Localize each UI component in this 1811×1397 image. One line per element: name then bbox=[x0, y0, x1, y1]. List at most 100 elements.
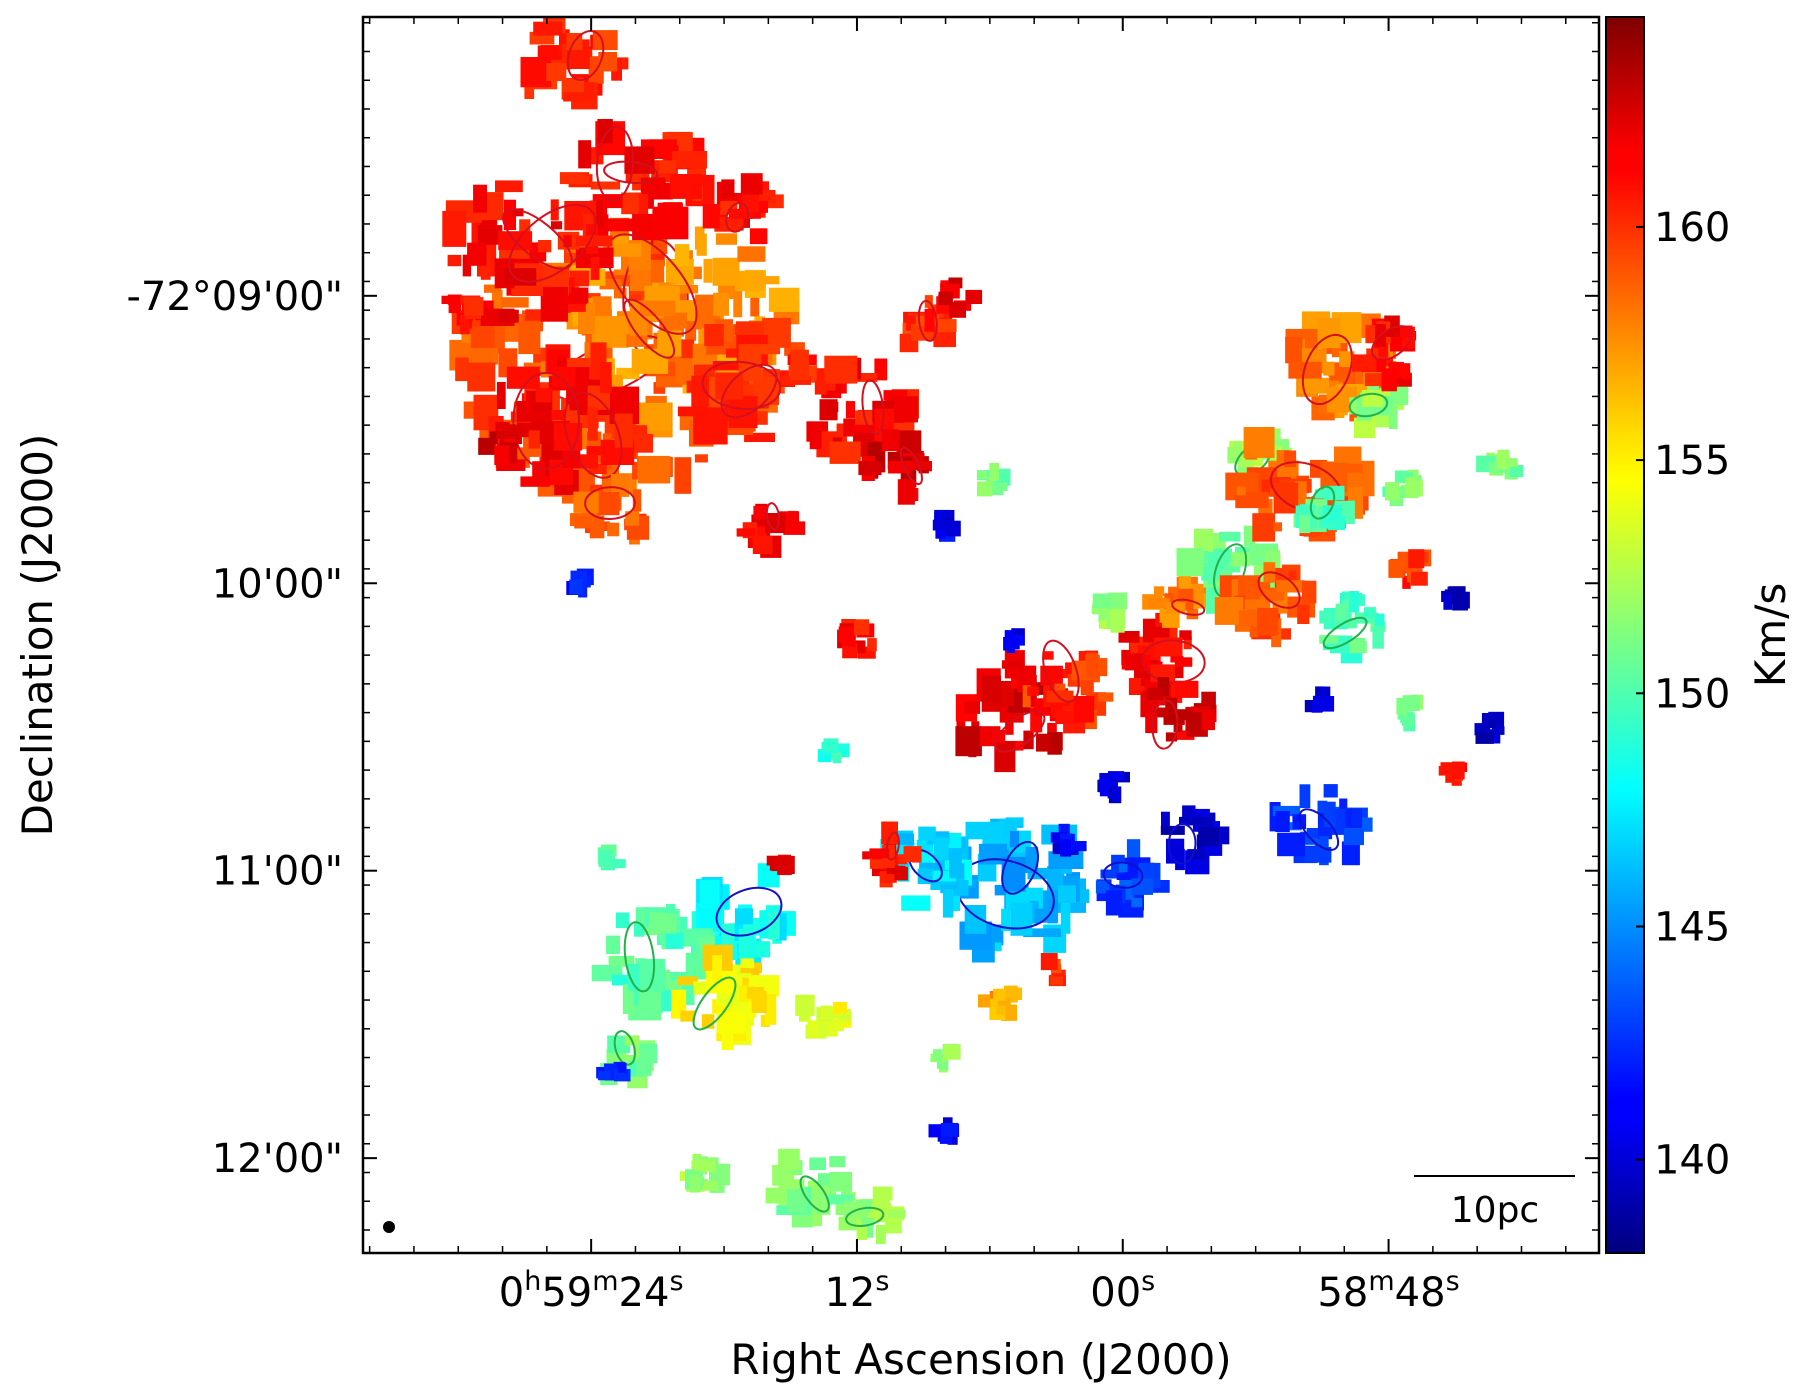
emission-pixel-block bbox=[1147, 597, 1170, 608]
emission-pixel-block bbox=[880, 871, 897, 883]
emission-clump bbox=[671, 944, 780, 1050]
emission-pixel-block bbox=[1157, 677, 1170, 697]
emission-clump bbox=[1441, 586, 1470, 611]
colorbar-tick-label: 155 bbox=[1654, 438, 1730, 484]
emission-pixel-block bbox=[1299, 515, 1311, 534]
emission-clump bbox=[596, 1061, 631, 1082]
emission-pixel-block bbox=[977, 470, 988, 480]
emission-pixel-block bbox=[533, 21, 563, 36]
emission-pixel-block bbox=[1175, 848, 1185, 871]
emission-pixel-block bbox=[1509, 465, 1524, 478]
emission-pixel-block bbox=[1362, 390, 1384, 407]
clump-ellipse bbox=[1322, 616, 1368, 650]
emission-pixel-block bbox=[1108, 771, 1125, 781]
emission-clump bbox=[766, 854, 795, 876]
emission-pixel-block bbox=[578, 140, 592, 169]
emission-pixel-block bbox=[1314, 489, 1326, 499]
emission-pixel-block bbox=[649, 912, 676, 934]
scale-bar: 10pc bbox=[1414, 1175, 1575, 1231]
emission-pixel-block bbox=[939, 1058, 949, 1071]
emission-pixel-block bbox=[506, 366, 540, 389]
emission-pixel-block bbox=[819, 399, 838, 421]
emission-pixel-block bbox=[571, 287, 589, 303]
plot-frame bbox=[361, 15, 1601, 1255]
emission-pixel-block bbox=[1099, 620, 1108, 629]
emission-pixel-block bbox=[516, 411, 552, 422]
emission-pixel-block bbox=[1145, 712, 1158, 734]
emission-pixel-block bbox=[1372, 626, 1384, 649]
emission-pixel-block bbox=[685, 306, 697, 341]
emission-pixel-block bbox=[1131, 897, 1143, 908]
clump-ellipse bbox=[917, 299, 938, 342]
x-tick-label: 00s bbox=[1090, 1266, 1155, 1316]
emission-pixel-block bbox=[753, 505, 768, 520]
emission-pixel-block bbox=[1176, 548, 1204, 577]
emission-pixel-block bbox=[842, 636, 856, 647]
emission-pixel-block bbox=[441, 295, 461, 304]
emission-pixel-block bbox=[520, 57, 552, 88]
emission-pixel-block bbox=[496, 382, 506, 409]
emission-pixel-block bbox=[1179, 630, 1192, 640]
x-axis-title: Right Ascension (J2000) bbox=[730, 1335, 1231, 1384]
emission-pixel-block bbox=[965, 289, 983, 304]
emission-clump bbox=[1214, 562, 1317, 648]
emission-pixel-block bbox=[836, 423, 847, 446]
emission-pixel-block bbox=[1214, 597, 1244, 625]
emission-pixel-block bbox=[996, 1005, 1005, 1016]
emission-clump bbox=[691, 863, 796, 966]
emission-pixel-block bbox=[1338, 373, 1353, 383]
emission-pixel-block bbox=[948, 277, 963, 289]
emission-pixel-block bbox=[1244, 581, 1255, 599]
emission-pixel-block bbox=[1273, 628, 1291, 640]
clump-ellipse bbox=[1042, 639, 1080, 703]
clump-ellipse bbox=[606, 233, 698, 335]
emission-pixel-block bbox=[869, 848, 890, 859]
emission-pixel-block bbox=[1349, 409, 1358, 422]
clump-ellipse bbox=[1309, 485, 1336, 520]
emission-pixel-block bbox=[1091, 604, 1110, 615]
emission-pixel-block bbox=[1488, 462, 1498, 472]
emission-pixel-block bbox=[1343, 828, 1364, 846]
emission-pixel-block bbox=[928, 1124, 944, 1138]
emission-pixel-block bbox=[625, 511, 640, 526]
clump-ellipse bbox=[623, 921, 656, 993]
emission-pixel-block bbox=[1405, 477, 1415, 497]
emission-pixel-block bbox=[484, 284, 502, 293]
emission-clump bbox=[1140, 677, 1217, 750]
emission-pixel-block bbox=[839, 1009, 851, 1022]
emission-pixel-block bbox=[1165, 732, 1177, 742]
emission-pixel-block bbox=[599, 521, 610, 531]
emission-clump bbox=[1097, 771, 1130, 804]
emission-clump bbox=[976, 462, 1011, 497]
emission-pixel-block bbox=[1168, 709, 1191, 721]
emission-pixel-block bbox=[750, 296, 760, 317]
emission-pixel-block bbox=[828, 1194, 854, 1205]
emission-pixel-block bbox=[447, 254, 462, 267]
emission-pixel-block bbox=[1369, 379, 1380, 401]
emission-pixel-block bbox=[1265, 439, 1289, 451]
emission-pixel-block bbox=[729, 208, 753, 219]
emission-pixel-block bbox=[1139, 655, 1151, 671]
emission-pixel-block bbox=[693, 407, 728, 445]
emission-pixel-block bbox=[738, 928, 750, 959]
emission-clump bbox=[677, 317, 818, 445]
emission-pixel-block bbox=[994, 741, 1016, 773]
emission-pixel-block bbox=[740, 958, 755, 968]
emission-pixel-block bbox=[1073, 696, 1095, 723]
emission-pixel-block bbox=[1172, 844, 1182, 859]
emission-pixel-block bbox=[1323, 361, 1335, 376]
emission-pixel-block bbox=[497, 309, 519, 323]
emission-pixel-block bbox=[1131, 878, 1154, 895]
emission-pixel-block bbox=[821, 741, 838, 753]
emission-pixel-block bbox=[955, 726, 982, 757]
emission-pixel-block bbox=[546, 63, 567, 82]
emission-pixel-block bbox=[712, 361, 746, 371]
emission-clump bbox=[591, 903, 717, 1021]
emission-pixel-block bbox=[772, 1165, 786, 1186]
emission-pixel-block bbox=[872, 866, 888, 877]
emission-pixel-block bbox=[795, 994, 815, 1016]
emission-pixel-block bbox=[824, 355, 858, 384]
axis-ticks bbox=[363, 17, 1599, 1253]
emission-pixel-block bbox=[639, 1048, 656, 1060]
emission-pixel-block bbox=[1351, 809, 1363, 826]
